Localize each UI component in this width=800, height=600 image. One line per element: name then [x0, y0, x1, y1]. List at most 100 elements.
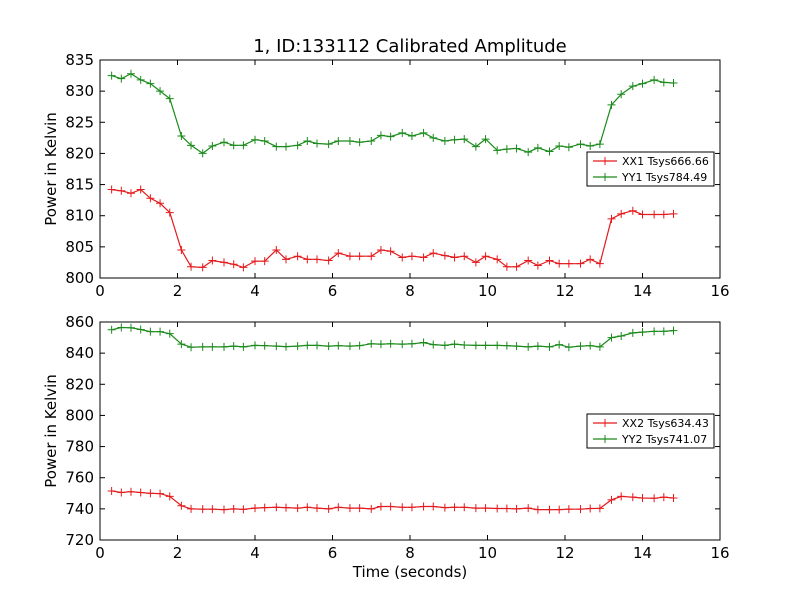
data-point [545, 505, 554, 514]
data-point [429, 249, 438, 258]
data-point [127, 69, 135, 78]
data-point [208, 342, 217, 351]
data-point [239, 141, 248, 150]
data-point [407, 252, 416, 261]
data-point [419, 253, 428, 262]
data-point [450, 253, 459, 262]
y-tick-label: 800 [65, 406, 94, 424]
legend-box [586, 151, 715, 187]
data-point [367, 252, 376, 261]
legend: XX2 Tsys634.43 YY2 Tsys741.07 [586, 413, 715, 449]
data-point [220, 138, 228, 147]
data-point [334, 341, 343, 350]
data-point [512, 342, 521, 351]
data-point [669, 326, 678, 335]
y-tick-label: 760 [65, 469, 94, 487]
data-point [260, 341, 269, 350]
data-point [293, 141, 302, 150]
data-point [324, 140, 333, 149]
data-point [367, 339, 376, 348]
data-point [398, 128, 407, 137]
y-tick-label: 840 [65, 344, 94, 362]
data-point [638, 328, 647, 337]
data-point [136, 185, 145, 194]
data-point [220, 505, 228, 514]
data-point [564, 143, 573, 152]
data-point [607, 100, 616, 109]
data-point [564, 259, 573, 268]
data-point [398, 253, 407, 262]
data-point [355, 252, 364, 261]
data-point [502, 262, 511, 271]
data-point [502, 504, 511, 513]
x-tick-label: 4 [250, 544, 260, 562]
data-point [628, 82, 637, 91]
y-tick-label: 830 [65, 82, 94, 100]
data-point [502, 145, 511, 154]
data-point [303, 341, 312, 350]
data-point [576, 505, 585, 514]
data-point [367, 504, 376, 513]
x-tick-label: 12 [555, 544, 574, 562]
data-point [440, 136, 449, 145]
data-point [407, 131, 416, 140]
y-tick-label: 800 [65, 269, 94, 287]
x-tick-label: 10 [478, 282, 497, 300]
data-point [187, 141, 196, 150]
data-point [187, 343, 196, 352]
data-point [334, 136, 343, 145]
data-point [429, 133, 438, 142]
x-tick-label: 16 [710, 544, 729, 562]
data-point [607, 333, 616, 342]
data-point [440, 503, 449, 512]
data-point [471, 341, 480, 350]
chart-2: 0 2 4 6 8 10 12 14 16 720 740 760 780 800 820 840 860 Pow… [42, 313, 730, 581]
data-point [272, 503, 281, 512]
data-point [555, 505, 564, 514]
data-point [376, 245, 385, 254]
data-point [555, 141, 564, 150]
data-point [650, 210, 659, 219]
data-point [156, 87, 165, 96]
data-point [165, 208, 174, 217]
data-point [251, 341, 259, 350]
legend-entry: YY1 Tsys784.49 [593, 171, 707, 184]
data-point [376, 502, 385, 511]
data-point [638, 210, 647, 219]
data-point [146, 327, 155, 336]
data-point [407, 503, 416, 512]
data-point [586, 255, 595, 264]
data-point [376, 340, 385, 349]
data-point [165, 492, 174, 501]
series-line [111, 73, 674, 155]
data-point [208, 505, 217, 514]
data-point [107, 325, 116, 334]
data-point [345, 342, 354, 351]
data-point [471, 142, 480, 151]
data-point [460, 135, 469, 144]
data-point [502, 341, 511, 350]
y-tick-label: 815 [65, 176, 94, 194]
legend-label: XX2 Tsys634.43 [622, 417, 709, 430]
x-tick-label: 6 [328, 282, 338, 300]
data-point [324, 342, 333, 351]
data-point [595, 342, 604, 351]
data-point [419, 502, 428, 511]
y-tick-label: 820 [65, 144, 94, 162]
x-tick-label: 16 [710, 282, 729, 300]
data-point [165, 329, 174, 338]
data-point [638, 79, 647, 88]
data-point [493, 504, 502, 513]
x-tick-label: 0 [95, 282, 105, 300]
x-tick-label: 10 [478, 544, 497, 562]
data-point [607, 214, 616, 223]
y-tick-label: 825 [65, 113, 94, 131]
series-yy2 [107, 323, 678, 352]
legend-marker [601, 157, 609, 165]
data-point [533, 342, 542, 351]
data-point [669, 493, 678, 502]
data-point [669, 209, 678, 218]
x-tick-label: 14 [633, 544, 652, 562]
data-point [555, 259, 564, 268]
figure-title: 1, ID:133112 Calibrated Amplitude [253, 36, 567, 57]
